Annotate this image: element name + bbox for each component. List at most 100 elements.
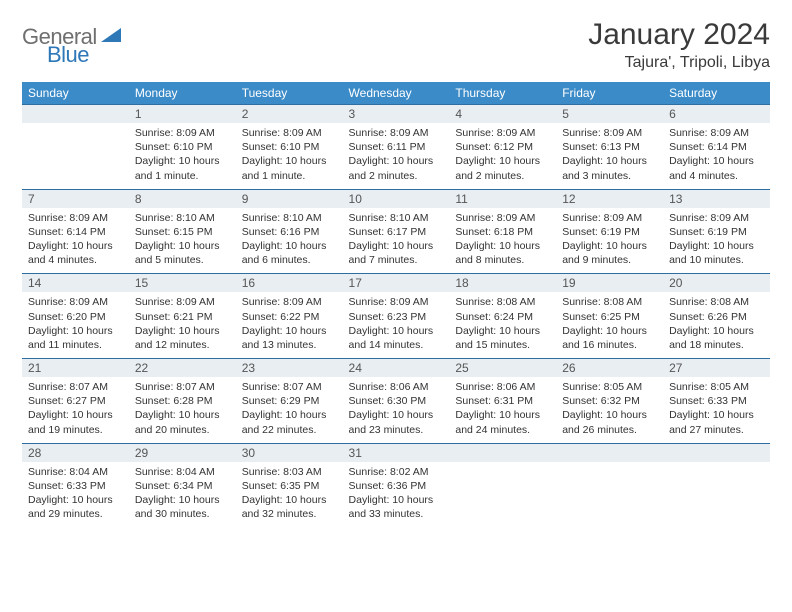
day-number-bar: .: [556, 443, 663, 462]
calendar-cell: 12Sunrise: 8:09 AMSunset: 6:19 PMDayligh…: [556, 189, 663, 274]
calendar-table: SundayMondayTuesdayWednesdayThursdayFrid…: [22, 82, 770, 527]
daylight-line: Daylight: 10 hours and 8 minutes.: [455, 239, 550, 267]
sunset-line: Sunset: 6:25 PM: [562, 310, 657, 324]
day-number-bar: 28: [22, 443, 129, 462]
day-number-bar: .: [663, 443, 770, 462]
day-number-bar: 30: [236, 443, 343, 462]
calendar-cell: .: [22, 104, 129, 189]
calendar-body: .1Sunrise: 8:09 AMSunset: 6:10 PMDayligh…: [22, 104, 770, 527]
sunset-line: Sunset: 6:21 PM: [135, 310, 230, 324]
day-number-bar: 26: [556, 358, 663, 377]
sunrise-line: Sunrise: 8:10 AM: [349, 211, 444, 225]
daylight-line: Daylight: 10 hours and 13 minutes.: [242, 324, 337, 352]
day-details: Sunrise: 8:09 AMSunset: 6:19 PMDaylight:…: [663, 211, 770, 274]
sunrise-line: Sunrise: 8:09 AM: [669, 126, 764, 140]
day-number-bar: .: [449, 443, 556, 462]
day-number-bar: 1: [129, 104, 236, 123]
day-details: Sunrise: 8:09 AMSunset: 6:10 PMDaylight:…: [129, 126, 236, 189]
daylight-line: Daylight: 10 hours and 24 minutes.: [455, 408, 550, 436]
daylight-line: Daylight: 10 hours and 11 minutes.: [28, 324, 123, 352]
daylight-line: Daylight: 10 hours and 1 minute.: [135, 154, 230, 182]
sunset-line: Sunset: 6:33 PM: [669, 394, 764, 408]
sunset-line: Sunset: 6:31 PM: [455, 394, 550, 408]
day-number-bar: 25: [449, 358, 556, 377]
sunset-line: Sunset: 6:11 PM: [349, 140, 444, 154]
daylight-line: Daylight: 10 hours and 4 minutes.: [669, 154, 764, 182]
calendar-cell: 22Sunrise: 8:07 AMSunset: 6:28 PMDayligh…: [129, 358, 236, 443]
sunrise-line: Sunrise: 8:03 AM: [242, 465, 337, 479]
calendar-week: 28 Sunrise: 8:04 AMSunset: 6:33 PMDayligh…: [22, 443, 770, 528]
header: General January 2024 Tajura', Tripoli, L…: [22, 18, 770, 72]
day-details: Sunrise: 8:04 AMSunset: 6:34 PMDaylight:…: [129, 465, 236, 528]
daylight-line: Daylight: 10 hours and 32 minutes.: [242, 493, 337, 521]
daylight-line: Daylight: 10 hours and 19 minutes.: [28, 408, 123, 436]
calendar-cell: 4Sunrise: 8:09 AMSunset: 6:12 PMDaylight…: [449, 104, 556, 189]
day-number-bar: 19: [556, 273, 663, 292]
day-details: Sunrise: 8:09 AMSunset: 6:11 PMDaylight:…: [343, 126, 450, 189]
day-number-bar: 4: [449, 104, 556, 123]
calendar-cell: 31Sunrise: 8:02 AMSunset: 6:36 PMDayligh…: [343, 443, 450, 528]
calendar-cell: 5Sunrise: 8:09 AMSunset: 6:13 PMDaylight…: [556, 104, 663, 189]
month-title: January 2024: [588, 18, 770, 52]
daylight-line: Daylight: 10 hours and 9 minutes.: [562, 239, 657, 267]
calendar-cell: 7Sunrise: 8:09 AMSunset: 6:14 PMDaylight…: [22, 189, 129, 274]
calendar-cell: 30Sunrise: 8:03 AMSunset: 6:35 PMDayligh…: [236, 443, 343, 528]
weekday-header: Tuesday: [236, 82, 343, 104]
calendar-cell: 11Sunrise: 8:09 AMSunset: 6:18 PMDayligh…: [449, 189, 556, 274]
sunset-line: Sunset: 6:20 PM: [28, 310, 123, 324]
day-number-bar: 8: [129, 189, 236, 208]
day-number-bar: 5: [556, 104, 663, 123]
sunrise-line: Sunrise: 8:09 AM: [28, 211, 123, 225]
sunset-line: Sunset: 6:14 PM: [28, 225, 123, 239]
day-number-bar: 9: [236, 189, 343, 208]
daylight-line: Daylight: 10 hours and 33 minutes.: [349, 493, 444, 521]
daylight-line: Daylight: 10 hours and 23 minutes.: [349, 408, 444, 436]
calendar-cell: .: [449, 443, 556, 528]
calendar-cell: 8Sunrise: 8:10 AMSunset: 6:15 PMDaylight…: [129, 189, 236, 274]
sunrise-line: Sunrise: 8:09 AM: [349, 295, 444, 309]
day-number-bar: 11: [449, 189, 556, 208]
day-number-bar: 21: [22, 358, 129, 377]
calendar-head: SundayMondayTuesdayWednesdayThursdayFrid…: [22, 82, 770, 104]
sunset-line: Sunset: 6:15 PM: [135, 225, 230, 239]
sunset-line: Sunset: 6:36 PM: [349, 479, 444, 493]
sunrise-line: Sunrise: 8:02 AM: [349, 465, 444, 479]
sunrise-line: Sunrise: 8:05 AM: [562, 380, 657, 394]
weekday-row: SundayMondayTuesdayWednesdayThursdayFrid…: [22, 82, 770, 104]
calendar-week: 14Sunrise: 8:09 AMSunset: 6:20 PMDayligh…: [22, 273, 770, 358]
calendar-cell: 19Sunrise: 8:08 AMSunset: 6:25 PMDayligh…: [556, 273, 663, 358]
calendar-week: 21Sunrise: 8:07 AMSunset: 6:27 PMDayligh…: [22, 358, 770, 443]
sunrise-line: Sunrise: 8:04 AM: [135, 465, 230, 479]
daylight-line: Daylight: 10 hours and 30 minutes.: [135, 493, 230, 521]
calendar-cell: 16Sunrise: 8:09 AMSunset: 6:22 PMDayligh…: [236, 273, 343, 358]
daylight-line: Daylight: 10 hours and 3 minutes.: [562, 154, 657, 182]
sunrise-line: Sunrise: 8:05 AM: [669, 380, 764, 394]
calendar-cell: .: [663, 443, 770, 528]
calendar-cell: 13Sunrise: 8:09 AMSunset: 6:19 PMDayligh…: [663, 189, 770, 274]
calendar-cell: 29Sunrise: 8:04 AMSunset: 6:34 PMDayligh…: [129, 443, 236, 528]
sunrise-line: Sunrise: 8:06 AM: [455, 380, 550, 394]
daylight-line: Daylight: 10 hours and 5 minutes.: [135, 239, 230, 267]
calendar-cell: 23Sunrise: 8:07 AMSunset: 6:29 PMDayligh…: [236, 358, 343, 443]
day-number-bar: 17: [343, 273, 450, 292]
sunrise-line: Sunrise: 8:09 AM: [669, 211, 764, 225]
day-details: Sunrise: 8:04 AMSunset: 6:33 PMDaylight:…: [22, 465, 129, 528]
day-number-bar: 6: [663, 104, 770, 123]
calendar-cell: 28 Sunrise: 8:04 AMSunset: 6:33 PMDayligh…: [22, 443, 129, 528]
logo-text-blue: Blue: [47, 42, 89, 67]
day-number-bar: 16: [236, 273, 343, 292]
sunrise-line: Sunrise: 8:08 AM: [562, 295, 657, 309]
sunrise-line: Sunrise: 8:09 AM: [562, 126, 657, 140]
day-details: Sunrise: 8:09 AMSunset: 6:19 PMDaylight:…: [556, 211, 663, 274]
sunrise-line: Sunrise: 8:08 AM: [455, 295, 550, 309]
day-number-bar: 3: [343, 104, 450, 123]
sunset-line: Sunset: 6:16 PM: [242, 225, 337, 239]
day-number-bar: 23: [236, 358, 343, 377]
sunset-line: Sunset: 6:32 PM: [562, 394, 657, 408]
daylight-line: Daylight: 10 hours and 27 minutes.: [669, 408, 764, 436]
sunset-line: Sunset: 6:18 PM: [455, 225, 550, 239]
day-details: Sunrise: 8:09 AMSunset: 6:23 PMDaylight:…: [343, 295, 450, 358]
day-number-bar: 15: [129, 273, 236, 292]
sunrise-line: Sunrise: 8:09 AM: [242, 295, 337, 309]
day-details: Sunrise: 8:09 AMSunset: 6:20 PMDaylight:…: [22, 295, 129, 358]
